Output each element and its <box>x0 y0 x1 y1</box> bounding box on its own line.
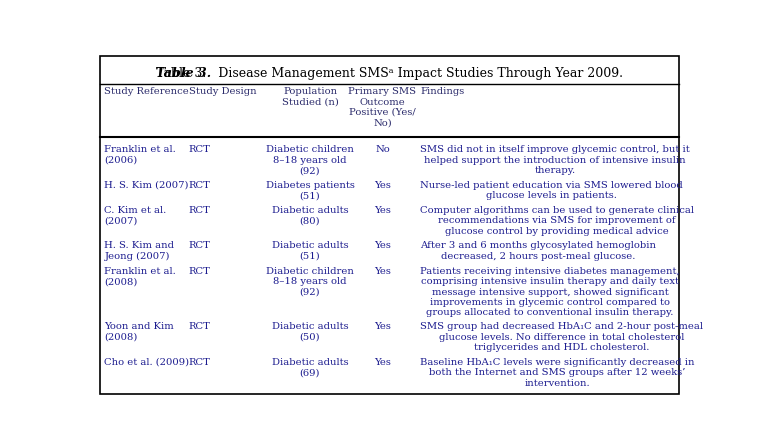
Text: C. Kim et al.
(2007): C. Kim et al. (2007) <box>104 206 166 226</box>
Text: Franklin et al.
(2008): Franklin et al. (2008) <box>104 267 176 286</box>
Text: Diabetic adults
(51): Diabetic adults (51) <box>271 241 348 261</box>
Text: RCT: RCT <box>188 206 211 215</box>
Text: RCT: RCT <box>188 267 211 276</box>
Text: Diabetic children
8–18 years old
(92): Diabetic children 8–18 years old (92) <box>266 267 354 297</box>
Text: Diabetic adults
(50): Diabetic adults (50) <box>271 322 348 342</box>
Text: Diabetic adults
(80): Diabetic adults (80) <box>271 206 348 226</box>
Text: Computer algorithms can be used to generate clinical
recommendations via SMS for: Computer algorithms can be used to gener… <box>420 206 694 236</box>
Text: Yes: Yes <box>374 358 391 367</box>
Text: RCT: RCT <box>188 322 211 331</box>
Text: After 3 and 6 months glycosylated hemoglobin
decreased, 2 hours post-meal glucos: After 3 and 6 months glycosylated hemogl… <box>420 241 656 261</box>
Text: SMS group had decreased HbA₁C and 2-hour post-meal
glucose levels. No difference: SMS group had decreased HbA₁C and 2-hour… <box>420 322 703 352</box>
Text: Cho et al. (2009): Cho et al. (2009) <box>104 358 189 367</box>
Text: RCT: RCT <box>188 181 211 190</box>
Text: Patients receiving intensive diabetes management,
comprising intensive insulin t: Patients receiving intensive diabetes ma… <box>420 267 680 318</box>
Text: Study Reference: Study Reference <box>104 87 189 96</box>
Text: H. S. Kim (2007): H. S. Kim (2007) <box>104 181 189 190</box>
Text: No: No <box>375 145 390 154</box>
Text: SMS did not in itself improve glycemic control, but it
helped support the introd: SMS did not in itself improve glycemic c… <box>420 145 690 175</box>
Text: Nurse-led patient education via SMS lowered blood
glucose levels in patients.: Nurse-led patient education via SMS lowe… <box>420 181 683 200</box>
Text: Yes: Yes <box>374 241 391 251</box>
Text: Table 3.   Disease Management SMSᵃ Impact Studies Through Year 2009.: Table 3. Disease Management SMSᵃ Impact … <box>156 66 623 79</box>
Text: Yes: Yes <box>374 322 391 331</box>
Text: RCT: RCT <box>188 145 211 154</box>
Text: Diabetic children
8–18 years old
(92): Diabetic children 8–18 years old (92) <box>266 145 354 175</box>
Text: H. S. Kim and
Jeong (2007): H. S. Kim and Jeong (2007) <box>104 241 175 261</box>
Text: RCT: RCT <box>188 358 211 367</box>
Text: Franklin et al.
(2006): Franklin et al. (2006) <box>104 145 176 165</box>
Text: Diabetic adults
(69): Diabetic adults (69) <box>271 358 348 377</box>
Text: RCT: RCT <box>188 241 211 251</box>
Text: Findings: Findings <box>420 87 464 96</box>
Text: Yes: Yes <box>374 206 391 215</box>
Text: Study Design: Study Design <box>188 87 256 96</box>
Text: Yes: Yes <box>374 267 391 276</box>
Text: Yoon and Kim
(2008): Yoon and Kim (2008) <box>104 322 174 342</box>
Text: Diabetes patients
(51): Diabetes patients (51) <box>265 181 354 200</box>
Text: Yes: Yes <box>374 181 391 190</box>
Text: Baseline HbA₁C levels were significantly decreased in
both the Internet and SMS : Baseline HbA₁C levels were significantly… <box>420 358 695 388</box>
Text: Table 3.: Table 3. <box>156 66 211 79</box>
Text: Population
Studied (n): Population Studied (n) <box>281 87 338 107</box>
Text: Table 3.   Disease Management SMSᵃ Impact Studies Through Year 2009.: Table 3. Disease Management SMSᵃ Impact … <box>156 66 623 79</box>
Text: Table 3.   Disease Management SMSᵃ Impact Studies Through Year 2009.: Table 3. Disease Management SMSᵃ Impact … <box>156 66 623 79</box>
Text: Primary SMS
Outcome
Positive (Yes/
No): Primary SMS Outcome Positive (Yes/ No) <box>348 87 416 128</box>
Text: Disease Management SMSᵃ Impact Studies Through Year 2009.: Disease Management SMSᵃ Impact Studies T… <box>95 66 511 79</box>
